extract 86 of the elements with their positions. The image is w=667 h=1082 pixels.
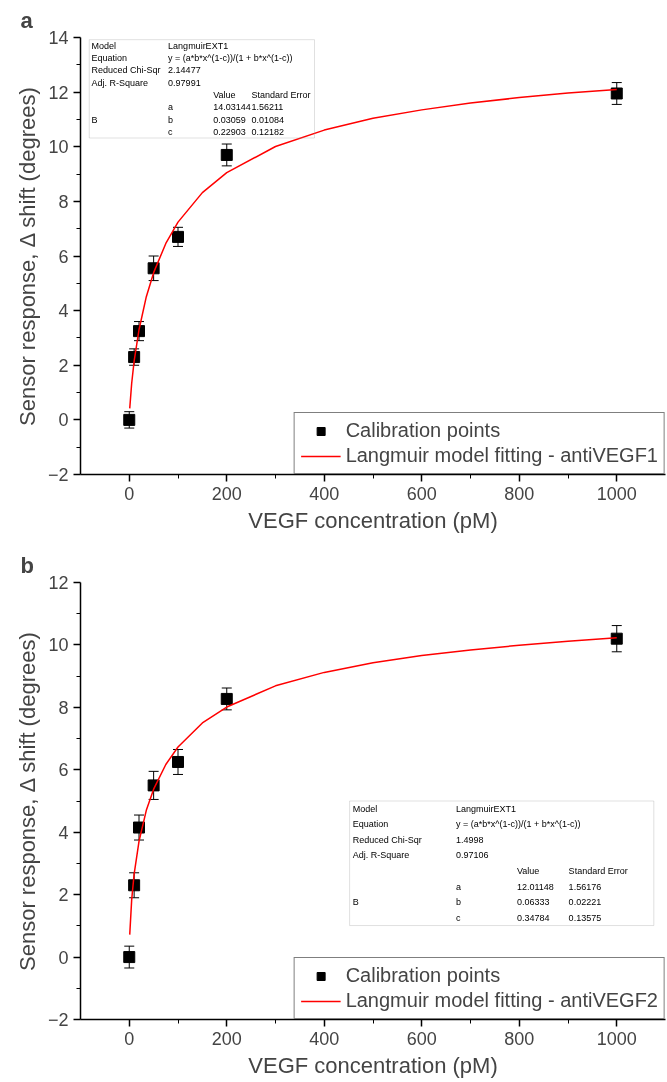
point [172, 755, 184, 768]
x-tick-label: 400 [309, 1028, 340, 1049]
annotation: b [168, 114, 174, 125]
y-tick-label: 0 [58, 410, 69, 431]
annotation: Standard Error [568, 866, 628, 877]
y-tick-label: 6 [58, 760, 69, 781]
x-tick-label: 200 [211, 483, 242, 504]
y-tick-label: −2 [47, 1010, 69, 1030]
chart-title: b [20, 552, 34, 578]
annotation: a [456, 881, 462, 892]
annotation: B [352, 897, 359, 908]
annotation: Standard Error [251, 89, 311, 100]
y-tick-label: 0 [58, 947, 69, 968]
y-tick-label: 4 [58, 822, 69, 843]
y-tick-label: 8 [58, 191, 69, 212]
annotation: 1.4998 [456, 834, 484, 845]
y-tick-label: 10 [48, 137, 69, 158]
x-tick-label: 600 [406, 1028, 437, 1049]
point [123, 951, 136, 964]
annotation: 0.97991 [168, 77, 201, 88]
y-tick-label: 4 [58, 301, 69, 322]
annotation: b [456, 897, 462, 908]
x-axis-title: VEGF concentration (pM) [248, 507, 498, 533]
x-tick-label: 200 [211, 1028, 242, 1049]
annotation: 12.01148 [516, 881, 554, 892]
annotation: LangmuirEXT1 [456, 803, 517, 814]
x-tick-label: 0 [124, 483, 135, 504]
point [610, 632, 623, 645]
annotation: Reduced Chi-Sqr [352, 834, 422, 845]
x-tick-label: 800 [504, 483, 535, 504]
chart-title: a [20, 7, 34, 33]
point [220, 692, 233, 705]
annotation: 0.97106 [456, 850, 489, 861]
legend-label: Langmuir model fitting - antiVEGF2 [345, 989, 658, 1012]
x-tick-label: 1000 [596, 483, 637, 504]
y-tick-label: −2 [47, 465, 69, 485]
y-tick-label: 10 [48, 635, 69, 656]
annotation: a [168, 102, 174, 113]
annotation: B [91, 114, 98, 125]
y-axis-title: Sensor response, Δ shift (degrees) [14, 632, 40, 971]
legend-label: Calibration points [345, 964, 501, 987]
annotation: 0.02221 [568, 897, 602, 908]
annotation: Equation [352, 819, 389, 830]
y-tick-label: 2 [58, 885, 69, 906]
annotation: 1.56176 [568, 881, 602, 892]
y-tick-label: 12 [48, 573, 69, 593]
point [172, 230, 184, 243]
y-axis-title: Sensor response, Δ shift (degrees) [14, 87, 40, 426]
x-axis-title: VEGF concentration (pM) [248, 1052, 498, 1078]
annotation: c [168, 126, 174, 137]
x-tick-label: 0 [124, 1028, 135, 1049]
annotation: Model [91, 40, 117, 51]
annotation: c [456, 912, 462, 923]
annotation: 2.14477 [168, 65, 201, 76]
y-tick-label: 14 [48, 28, 69, 48]
annotation: 14.03144 [213, 102, 251, 113]
y-tick-label: 12 [48, 82, 69, 103]
annotation: LangmuirEXT1 [168, 40, 229, 51]
annotation: 0.12182 [251, 126, 284, 137]
x-tick-label: 800 [504, 1028, 535, 1049]
x-tick-label: 1000 [596, 1028, 637, 1049]
point [220, 148, 233, 161]
annotation: 0.34784 [516, 912, 550, 923]
legend-label: Calibration points [345, 419, 501, 442]
y-tick-label: 6 [58, 246, 69, 267]
legend-label: Langmuir model fitting - antiVEGF1 [345, 444, 658, 467]
annotation: 0.06333 [516, 897, 550, 908]
annotation: Model [352, 803, 378, 814]
annotation: 0.22903 [213, 126, 246, 137]
annotation: 0.13575 [568, 912, 602, 923]
annotation: 0.03059 [213, 114, 246, 125]
annotation: y = (a*b*x^(1-c))/(1 + b*x^(1-c)) [456, 819, 581, 830]
annotation: Adj. R-Square [352, 850, 410, 861]
y-tick-label: 2 [58, 355, 69, 376]
annotation: Value [516, 866, 540, 877]
annotation: 1.56211 [251, 102, 284, 113]
y-tick-label: 8 [58, 697, 69, 718]
annotation: 0.01084 [251, 114, 284, 125]
x-tick-label: 600 [406, 483, 437, 504]
annotation: Value [213, 89, 236, 100]
annotation: Reduced Chi-Sqr [91, 65, 161, 76]
annotation: Adj. R-Square [91, 77, 149, 88]
annotation: y = (a*b*x^(1-c))/(1 + b*x^(1-c)) [168, 53, 293, 64]
point [610, 87, 623, 100]
annotation: Equation [91, 53, 128, 64]
x-tick-label: 400 [309, 483, 340, 504]
